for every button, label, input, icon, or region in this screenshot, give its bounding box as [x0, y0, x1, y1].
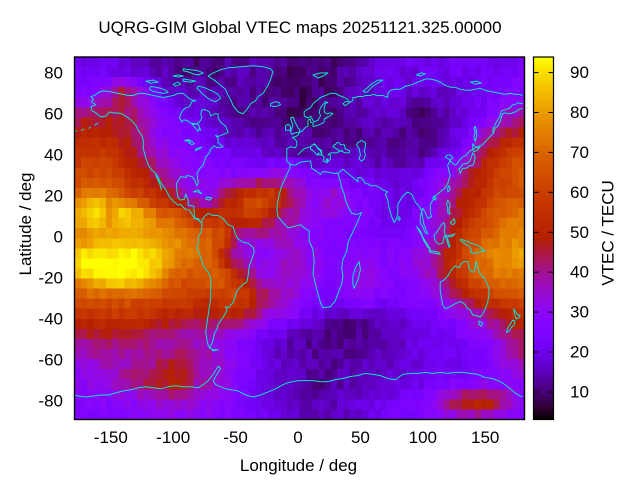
svg-text:10: 10: [570, 383, 589, 402]
svg-text:-50: -50: [223, 428, 248, 447]
svg-text:150: 150: [471, 428, 499, 447]
svg-text:60: 60: [44, 104, 63, 123]
svg-text:50: 50: [570, 223, 589, 242]
svg-text:UQRG-GIM Global VTEC maps 2025: UQRG-GIM Global VTEC maps 20251121.325.0…: [98, 18, 501, 37]
svg-text:80: 80: [570, 103, 589, 122]
svg-text:70: 70: [570, 143, 589, 162]
svg-text:Latitude / deg: Latitude / deg: [16, 172, 35, 275]
svg-text:90: 90: [570, 63, 589, 82]
svg-text:80: 80: [44, 63, 63, 82]
svg-text:Longitude / deg: Longitude / deg: [240, 456, 357, 475]
svg-text:-80: -80: [38, 392, 63, 411]
svg-text:40: 40: [44, 145, 63, 164]
svg-text:-100: -100: [156, 428, 190, 447]
svg-text:-20: -20: [38, 269, 63, 288]
svg-text:100: 100: [409, 428, 437, 447]
svg-text:20: 20: [570, 343, 589, 362]
svg-text:-60: -60: [38, 351, 63, 370]
svg-text:60: 60: [570, 183, 589, 202]
svg-text:VTEC / TECU: VTEC / TECU: [599, 180, 618, 285]
svg-text:30: 30: [570, 303, 589, 322]
svg-text:40: 40: [570, 263, 589, 282]
svg-text:-40: -40: [38, 310, 63, 329]
svg-text:0: 0: [54, 228, 63, 247]
svg-text:50: 50: [351, 428, 370, 447]
svg-text:20: 20: [44, 187, 63, 206]
svg-text:0: 0: [293, 428, 302, 447]
svg-text:-150: -150: [94, 428, 128, 447]
